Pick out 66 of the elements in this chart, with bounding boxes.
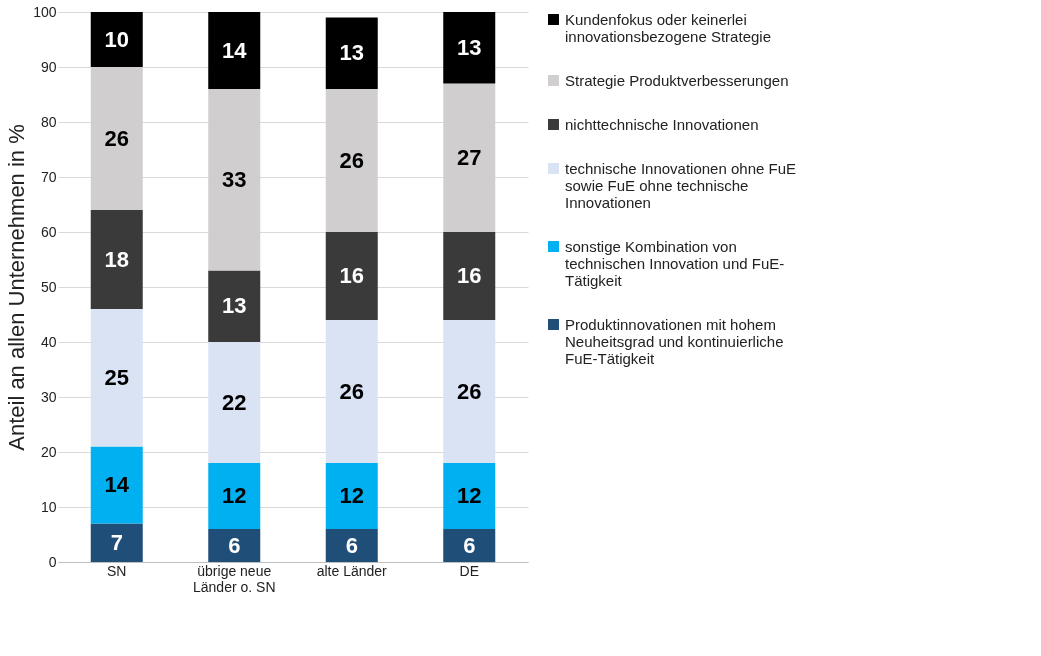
y-tick-label: 100	[33, 3, 57, 20]
data-label: 10	[104, 26, 129, 52]
y-axis-title: Anteil an allen Unternehmen in %	[4, 124, 30, 451]
y-tick-label: 20	[40, 443, 57, 460]
data-label: 12	[222, 483, 247, 508]
bar	[443, 232, 496, 320]
bar	[443, 463, 496, 529]
data-label: 6	[228, 532, 241, 558]
data-label: 12	[457, 483, 482, 508]
data-label: 12	[339, 483, 364, 508]
bar	[208, 529, 261, 562]
legend-label: Kundenfokus oder keinerlei innovationsbezogene Strategie	[565, 10, 771, 45]
data-label: 26	[339, 378, 364, 404]
bar	[325, 320, 378, 463]
data-label: 6	[345, 532, 358, 558]
data-label: 16	[457, 263, 482, 288]
legend-label: Produktinnovationen mit hohem Neuheitsgrad und kontinuierliche FuE-Tätigkeit	[565, 315, 784, 367]
data-label: 13	[339, 40, 364, 66]
x-tick-label: alte Länder	[316, 562, 388, 579]
y-tick-label: 40	[40, 333, 57, 350]
data-label: 26	[457, 378, 482, 404]
y-tick-label: 90	[40, 58, 57, 75]
y-tick-label: 50	[40, 278, 57, 295]
y-tick-label: 70	[40, 168, 57, 185]
data-label: 14	[222, 37, 248, 63]
bar	[90, 309, 143, 447]
bar	[90, 446, 143, 524]
bar	[90, 12, 143, 67]
data-label: 7	[110, 529, 123, 555]
bar	[443, 320, 496, 463]
bar	[208, 342, 261, 463]
data-label: 22	[222, 389, 247, 415]
data-label: 25	[104, 364, 129, 390]
data-label: 14	[104, 472, 130, 497]
bar	[325, 529, 378, 562]
legend-label: Strategie Produktverbesserungen	[565, 71, 789, 89]
bar	[443, 529, 496, 562]
x-tick-label: DE	[459, 562, 479, 579]
x-tick-label: SN	[107, 562, 127, 579]
data-label: 16	[339, 263, 364, 288]
data-label: 13	[222, 293, 247, 319]
data-label: 26	[104, 125, 129, 151]
bar	[208, 12, 261, 89]
legend-label: nichttechnische Innovationen	[565, 115, 759, 133]
y-tick-label: 0	[48, 553, 57, 570]
y-tick-label: 60	[40, 223, 57, 240]
bar	[90, 523, 143, 562]
x-tick-label: übrige neue Länder o. SN	[193, 562, 276, 595]
bar	[90, 210, 143, 309]
data-label: 27	[457, 144, 482, 170]
bar	[325, 232, 378, 320]
bar	[325, 17, 378, 89]
y-tick-label: 10	[40, 498, 57, 515]
y-tick-label: 30	[40, 388, 57, 405]
bar	[325, 463, 378, 529]
data-label: 18	[104, 246, 129, 272]
legend-label: sonstige Kombination von technischen Innovation und FuE-Tätigkeit	[565, 237, 785, 289]
y-tick-label: 80	[40, 113, 57, 130]
data-label: 13	[457, 34, 482, 60]
data-label: 6	[463, 532, 476, 558]
legend-label: technische Innovationen ohne FuE sowie FuE ohne technische Innovationen	[565, 159, 796, 211]
bar	[208, 270, 261, 342]
bar	[443, 12, 496, 84]
bar	[208, 463, 261, 529]
data-label: 33	[222, 166, 247, 192]
data-label: 26	[339, 147, 364, 173]
